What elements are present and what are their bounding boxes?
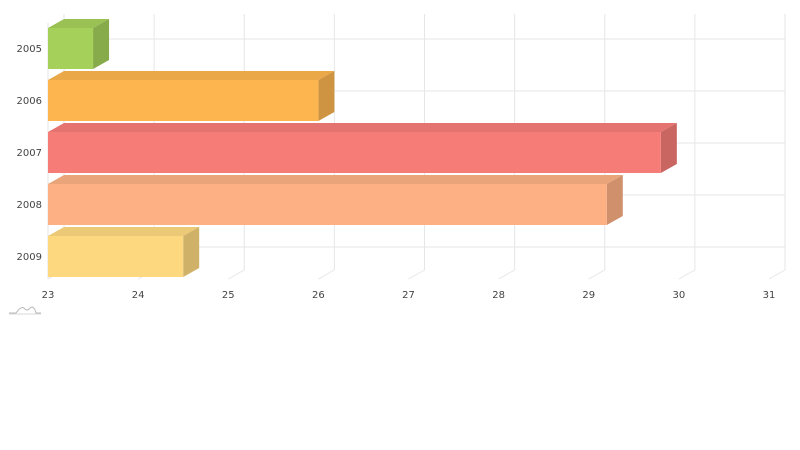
bar-top-face	[48, 19, 110, 28]
y-axis-labels: 2005 2006 2007 2008 2009	[17, 44, 42, 263]
x-tick-label: 27	[402, 290, 415, 301]
y-tick-label: 2008	[17, 200, 42, 211]
x-tick-label: 30	[673, 290, 686, 301]
bar-side-face	[318, 71, 335, 121]
bar	[48, 123, 677, 173]
y-tick-label: 2009	[17, 252, 42, 263]
bar-side-face	[93, 19, 110, 69]
bar	[48, 71, 335, 121]
y-tick-label: 2006	[17, 96, 42, 107]
x-tick-label: 25	[222, 290, 235, 301]
grid-line-floor	[678, 269, 696, 280]
x-tick-label: 23	[42, 290, 55, 301]
grid-line-floor	[768, 269, 786, 280]
x-axis-labels: 23 24 25 26 27 28 29 30 31	[42, 290, 776, 301]
x-tick-label: 24	[132, 290, 145, 301]
grid-line-floor	[318, 269, 335, 280]
bar-top-face	[48, 71, 335, 80]
grid-line-floor	[588, 269, 605, 280]
x-tick-label: 29	[582, 290, 595, 301]
bar-front-face	[48, 28, 94, 69]
grid-line-floor	[498, 269, 515, 280]
x-tick-label: 26	[312, 290, 325, 301]
bar-front-face	[48, 132, 661, 173]
grid-line-floor	[228, 269, 245, 280]
bar-top-face	[48, 227, 200, 236]
grid-line-floor	[408, 269, 425, 280]
bar-top-face	[48, 123, 677, 132]
y-tick-label: 2007	[17, 148, 42, 159]
x-tick-label: 28	[492, 290, 505, 301]
bars	[48, 19, 677, 277]
bar-front-face	[48, 80, 319, 121]
bar	[48, 19, 110, 69]
bar-front-face	[48, 184, 607, 225]
chart-logo-icon	[9, 306, 41, 315]
bar-side-face	[660, 123, 677, 173]
x-tick-label: 31	[763, 290, 776, 301]
bar-side-face	[183, 227, 200, 277]
bar-front-face	[48, 236, 184, 277]
bar-top-face	[48, 175, 623, 184]
bar	[48, 227, 200, 277]
bar	[48, 175, 623, 225]
y-tick-label: 2005	[17, 44, 42, 55]
bar-side-face	[606, 175, 623, 225]
